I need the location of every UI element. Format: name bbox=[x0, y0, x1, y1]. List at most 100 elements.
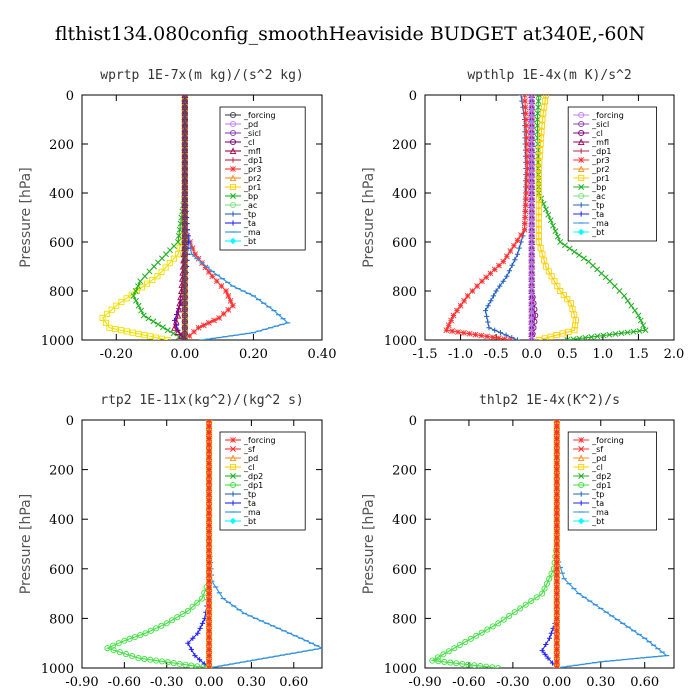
data-point-marker bbox=[636, 328, 643, 334]
data-point-marker bbox=[181, 318, 188, 325]
data-point-marker bbox=[537, 147, 544, 154]
series-group bbox=[104, 420, 322, 668]
data-point-marker bbox=[637, 317, 644, 324]
legend-label: _sf bbox=[591, 445, 603, 454]
data-point-marker bbox=[206, 634, 212, 640]
data-point-marker bbox=[104, 310, 111, 317]
data-point-marker bbox=[523, 116, 529, 123]
data-point-marker bbox=[441, 658, 448, 665]
data-point-marker bbox=[181, 110, 188, 117]
data-point-marker bbox=[521, 220, 528, 227]
legend-box bbox=[219, 431, 306, 531]
legend-marker bbox=[578, 500, 584, 506]
data-point-marker bbox=[181, 140, 188, 148]
data-point-marker bbox=[522, 98, 528, 105]
x-tick-label: 1.5 bbox=[628, 347, 649, 362]
x-tick-label: -0.60 bbox=[108, 675, 141, 690]
x-tick-label: 1.0 bbox=[593, 347, 614, 362]
data-point-marker bbox=[447, 659, 454, 666]
data-point-marker bbox=[205, 319, 212, 326]
y-tick-label: 600 bbox=[49, 236, 74, 251]
data-point-marker bbox=[542, 98, 549, 105]
data-point-marker bbox=[553, 460, 560, 467]
data-point-marker bbox=[553, 522, 560, 529]
legend-marker bbox=[577, 165, 585, 173]
data-point-marker bbox=[491, 266, 498, 273]
data-point-marker bbox=[181, 263, 188, 270]
data-point-marker bbox=[523, 128, 530, 135]
legend: _forcing_sf_pd_cl_dp2_dp1_tp_ta_ma_bt bbox=[219, 431, 306, 531]
data-point-marker bbox=[487, 270, 494, 277]
data-point-marker bbox=[523, 190, 530, 196]
data-point-marker bbox=[528, 287, 535, 295]
x-tick-label: -0.90 bbox=[65, 675, 98, 690]
data-point-marker bbox=[158, 658, 166, 665]
data-point-marker bbox=[469, 288, 476, 294]
legend-marker bbox=[578, 157, 585, 163]
data-point-marker bbox=[170, 255, 177, 262]
y-axis-label: Pressure [hPa] bbox=[18, 494, 34, 594]
data-point-marker bbox=[543, 641, 549, 648]
data-point-marker bbox=[206, 497, 212, 504]
data-point-marker bbox=[206, 534, 212, 541]
data-point-marker bbox=[147, 656, 154, 663]
data-point-marker bbox=[532, 312, 539, 319]
data-point-marker bbox=[486, 325, 492, 331]
data-point-marker bbox=[206, 441, 212, 448]
legend-label: _bt bbox=[591, 228, 604, 237]
data-point-marker bbox=[197, 657, 203, 663]
data-point-marker bbox=[528, 214, 535, 221]
data-point-marker bbox=[206, 454, 212, 461]
data-point-marker bbox=[135, 302, 142, 309]
data-point-marker bbox=[170, 659, 177, 667]
data-point-marker bbox=[618, 330, 625, 337]
data-point-marker bbox=[122, 651, 130, 658]
data-point-marker bbox=[565, 328, 572, 335]
x-tick-label: 0.60 bbox=[630, 675, 659, 690]
legend-marker bbox=[578, 446, 585, 452]
legend-marker bbox=[230, 491, 236, 497]
data-point-marker bbox=[500, 616, 507, 623]
legend-label: _forcing bbox=[243, 436, 276, 445]
y-tick-label: 0 bbox=[66, 414, 74, 429]
data-point-marker bbox=[454, 307, 460, 314]
data-point-marker bbox=[528, 251, 535, 258]
data-point-marker bbox=[192, 251, 199, 258]
data-point-marker bbox=[570, 336, 577, 340]
data-point-marker bbox=[539, 590, 546, 597]
legend-marker bbox=[578, 192, 585, 200]
legend-label: _forcing bbox=[591, 436, 624, 445]
data-point-marker bbox=[178, 281, 186, 288]
data-point-marker bbox=[489, 623, 496, 630]
data-point-marker bbox=[580, 255, 587, 262]
y-tick-label: 400 bbox=[392, 187, 417, 202]
data-point-marker bbox=[181, 281, 188, 288]
data-point-marker bbox=[569, 305, 576, 313]
data-point-marker bbox=[206, 522, 212, 529]
data-point-marker bbox=[142, 630, 149, 637]
data-point-marker bbox=[535, 196, 542, 203]
data-point-marker bbox=[506, 268, 513, 274]
legend-marker bbox=[578, 437, 585, 443]
data-point-marker bbox=[123, 295, 130, 302]
data-point-marker bbox=[181, 128, 188, 135]
y-axis-label: Pressure [hPa] bbox=[18, 167, 34, 267]
legend-label: _ac bbox=[243, 201, 257, 210]
y-tick-label: 0 bbox=[409, 414, 417, 429]
data-point-marker bbox=[147, 333, 154, 340]
data-point-marker bbox=[445, 322, 452, 329]
data-point-marker bbox=[560, 292, 567, 299]
data-point-marker bbox=[528, 220, 535, 227]
data-point-marker bbox=[545, 655, 551, 661]
data-point-marker bbox=[116, 649, 123, 656]
panel-3: rtp2 1E-11x(kg^2)/(kg^2 s) Pressure [hPa]… bbox=[18, 393, 323, 690]
data-point-marker bbox=[112, 325, 119, 333]
data-point-marker bbox=[485, 303, 491, 309]
legend-label: _pd bbox=[243, 454, 258, 463]
x-tick-label: 0.60 bbox=[279, 675, 308, 690]
data-point-marker bbox=[528, 183, 535, 190]
data-point-marker bbox=[184, 607, 191, 615]
data-point-marker bbox=[528, 98, 535, 105]
data-point-marker bbox=[181, 171, 188, 178]
data-point-marker bbox=[492, 327, 498, 333]
